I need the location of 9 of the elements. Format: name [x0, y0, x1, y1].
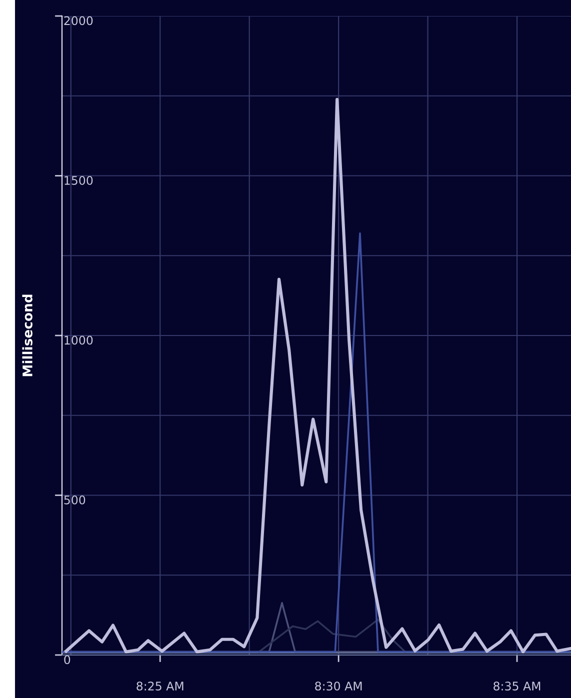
x-tick-label: 8:35 AM [494, 682, 540, 691]
y-tick-label: 0 [64, 655, 70, 664]
x-tick-label: 8:30 AM [315, 682, 362, 691]
y-axis-title: Millisecond [22, 294, 32, 376]
y-tick-label: 500 [64, 495, 86, 504]
y-tick-label: 1000 [64, 336, 93, 345]
x-tick-label: 8:25 AM [136, 682, 184, 691]
y-tick-label: 1500 [64, 176, 93, 185]
y-tick-label: 2000 [64, 16, 93, 26]
